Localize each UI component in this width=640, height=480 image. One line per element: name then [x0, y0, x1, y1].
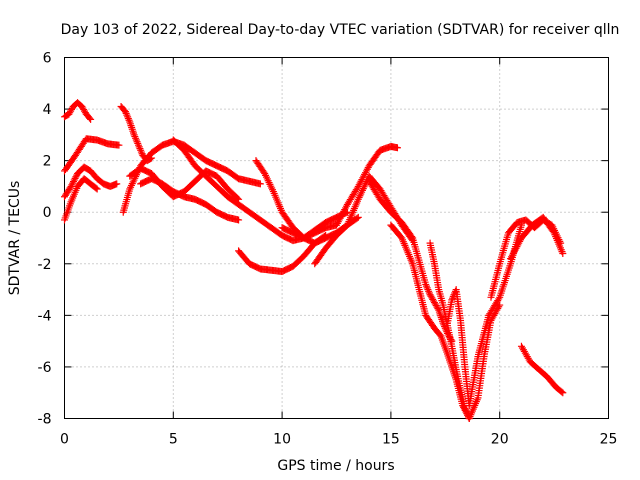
- series-trace-p: [426, 239, 473, 422]
- y-tick-label: -6: [38, 360, 52, 376]
- data-point: [113, 180, 121, 188]
- series-trace-j: [235, 231, 330, 276]
- y-tick-label: -2: [38, 257, 52, 273]
- x-tick-label: 5: [169, 432, 178, 448]
- data-point: [121, 108, 129, 116]
- data-point: [463, 409, 471, 417]
- data-point: [137, 146, 145, 154]
- data-point: [558, 388, 566, 396]
- data-point: [353, 214, 361, 222]
- y-tick-label: 0: [43, 205, 52, 221]
- data-point: [125, 116, 133, 124]
- data-point: [131, 133, 139, 141]
- data-point: [122, 109, 130, 117]
- y-tick-label: -8: [38, 412, 52, 428]
- data-point: [86, 114, 94, 122]
- data-point: [423, 284, 431, 292]
- data-point: [69, 178, 77, 186]
- data-point: [425, 289, 433, 297]
- series-trace-b: [61, 135, 123, 175]
- data-point: [465, 413, 473, 421]
- series-trace-i: [169, 136, 351, 245]
- data-point: [124, 115, 132, 123]
- data-point: [135, 143, 143, 151]
- data-point: [559, 389, 567, 397]
- y-tick-label: 6: [43, 51, 52, 67]
- tick-layer: 0 5 10 15 20 25 -8 -6 -4 -2 0 2 4 6: [38, 51, 618, 448]
- data-point: [71, 174, 79, 182]
- x-tick-label: 15: [382, 432, 400, 448]
- data-point: [448, 296, 456, 304]
- data-point: [559, 249, 567, 257]
- data-point: [136, 145, 144, 153]
- data-point: [115, 141, 123, 149]
- data-point: [422, 280, 430, 288]
- y-tick-label: 2: [43, 154, 52, 170]
- x-tick-label: 10: [273, 432, 291, 448]
- series-trace-t: [517, 342, 567, 397]
- data-point: [69, 179, 77, 187]
- data-point: [434, 305, 442, 313]
- series-trace-a: [61, 99, 95, 123]
- data-point: [440, 321, 448, 329]
- data-point: [461, 404, 469, 412]
- data-point: [495, 295, 503, 303]
- data-point: [449, 294, 457, 302]
- series-trace-e: [61, 175, 101, 224]
- data-point: [425, 287, 433, 295]
- data-point: [465, 415, 473, 422]
- data-point: [72, 173, 80, 181]
- y-axis-title: SDTVAR / TECUs: [7, 181, 23, 296]
- series-trace-s: [507, 213, 567, 263]
- series-trace-n: [365, 177, 456, 345]
- y-tick-label: 4: [43, 102, 52, 118]
- data-point: [130, 131, 138, 139]
- data-point: [93, 185, 101, 193]
- data-point: [134, 141, 142, 149]
- data-point: [462, 408, 470, 416]
- data-point: [424, 286, 432, 294]
- series-trace-h: [137, 175, 243, 224]
- data-point: [354, 213, 362, 221]
- data-point: [133, 138, 141, 146]
- plot-frame: [64, 57, 609, 419]
- data-point: [134, 139, 142, 147]
- x-axis-title: GPS time / hours: [277, 458, 394, 474]
- data-point: [123, 111, 131, 119]
- data-point: [92, 184, 100, 192]
- data-points: [61, 99, 567, 422]
- data-point: [137, 148, 145, 156]
- y-tick-label: -4: [38, 308, 52, 324]
- data-point: [235, 216, 243, 224]
- series-trace-l: [278, 142, 401, 242]
- chart-title: Day 103 of 2022, Sidereal Day-to-day VTE…: [61, 22, 620, 38]
- data-point: [67, 182, 75, 190]
- data-point: [132, 136, 140, 144]
- data-point: [124, 113, 132, 121]
- data-point: [462, 406, 470, 414]
- data-point: [87, 115, 95, 123]
- data-point: [256, 180, 264, 188]
- grid-layer: [64, 57, 609, 419]
- data-point: [408, 233, 416, 241]
- series-trace-g: [126, 164, 243, 203]
- data-point: [464, 411, 472, 419]
- data-point: [132, 134, 140, 142]
- series-trace-f: [119, 137, 264, 216]
- x-tick-label: 0: [60, 432, 69, 448]
- data-point: [422, 282, 430, 290]
- data-point: [393, 144, 401, 152]
- series-trace-d: [61, 163, 121, 201]
- data-point: [451, 287, 459, 295]
- x-tick-label: 20: [491, 432, 509, 448]
- x-tick-label: 25: [600, 432, 618, 448]
- data-point: [68, 181, 76, 189]
- data-point: [70, 176, 78, 184]
